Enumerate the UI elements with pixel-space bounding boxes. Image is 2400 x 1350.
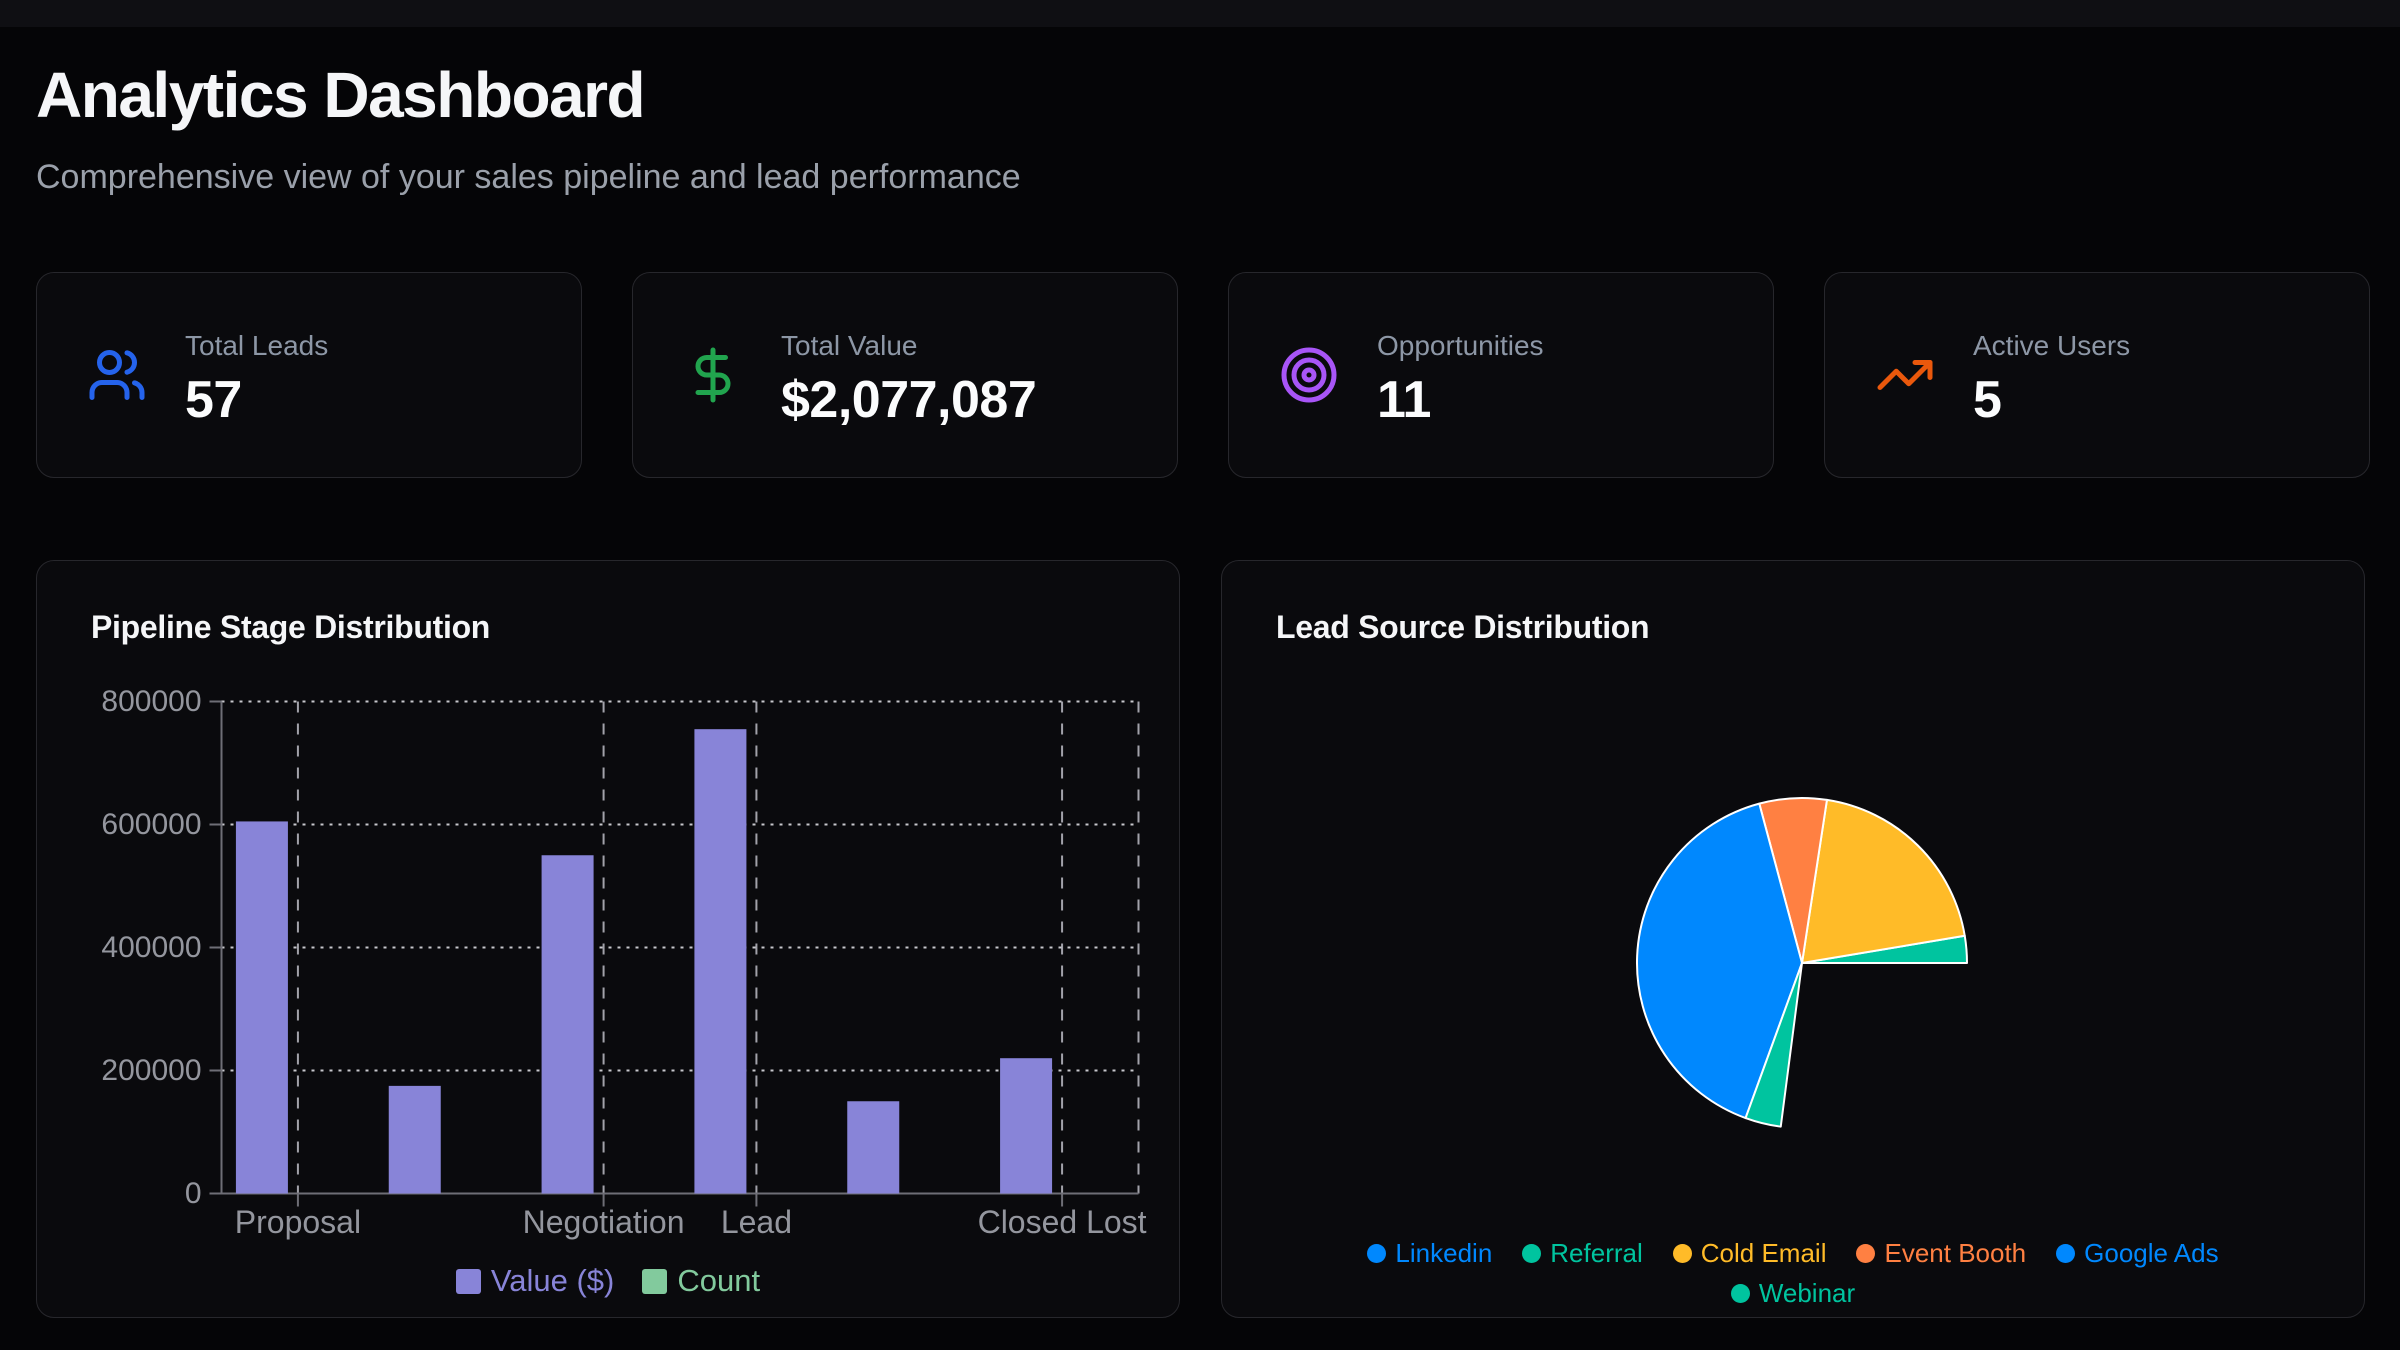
- bar-Lead[interactable]: [694, 729, 747, 1194]
- pie-legend-item-google-ads: Google Ads: [2056, 1237, 2219, 1269]
- legend-label: Linkedin: [1395, 1237, 1493, 1268]
- stat-value: 57: [185, 371, 242, 429]
- stat-value: $2,077,087: [781, 371, 1037, 429]
- target-icon: [1279, 345, 1339, 405]
- stat-card-total-value: Total Value $2,077,087: [632, 272, 1178, 478]
- legend-label: Cold Email: [1700, 1237, 1827, 1268]
- y-axis-tick-label: 400000: [101, 931, 201, 964]
- x-axis-tick-label: Lead: [721, 1204, 792, 1240]
- top-bar: [0, 0, 2400, 27]
- legend-dot: [2056, 1243, 2076, 1263]
- legend-label: Value ($): [490, 1263, 615, 1298]
- users-icon: [87, 345, 147, 405]
- pie-chart-title: Lead Source Distribution: [1276, 609, 1650, 645]
- pie-legend-item-referral: Referral: [1522, 1237, 1643, 1269]
- pie-slice-webinar[interactable]: [1744, 962, 1803, 1128]
- legend-label: Referral: [1550, 1237, 1643, 1268]
- stat-label: Active Users: [1973, 330, 2131, 361]
- y-axis-tick-label: 200000: [101, 1054, 201, 1087]
- stat-label: Total Leads: [185, 330, 329, 361]
- bar-chart-legend: Value ($) Count: [37, 1261, 1179, 1301]
- bar-Closed Lost[interactable]: [1000, 1058, 1053, 1194]
- trending-up-icon: [1875, 345, 1935, 405]
- page-title: Analytics Dashboard: [36, 59, 646, 131]
- stat-card-active-users: Active Users 5: [1824, 272, 2370, 478]
- bar-legend-item: Value ($): [455, 1263, 615, 1299]
- page-subtitle: Comprehensive view of your sales pipelin…: [36, 158, 1021, 196]
- legend-label: Event Booth: [1884, 1237, 2027, 1268]
- legend-label: Google Ads: [2084, 1237, 2219, 1268]
- pie-legend-item-webinar: Webinar: [1730, 1277, 1856, 1309]
- pie-legend-item-event-booth: Event Booth: [1856, 1238, 2026, 1269]
- legend-label: Count: [677, 1263, 761, 1298]
- legend-swatch: [642, 1268, 668, 1294]
- stat-value: 11: [1377, 371, 1431, 429]
- stat-label: Total Value: [781, 330, 918, 361]
- pie-chart-legend: Linkedin Referral Cold Email Event Booth Goo…: [1222, 1233, 2364, 1313]
- pie-legend-item-cold-email: Cold Email: [1672, 1237, 1827, 1269]
- bar-chart-card: Pipeline Stage Distribution 0 200000 40000…: [36, 560, 1180, 1318]
- y-axis-tick-label: 800000: [101, 685, 201, 718]
- legend-dot: [1367, 1243, 1387, 1263]
- legend-dot: [1672, 1243, 1692, 1263]
- pie-legend-row: Linkedin Referral Cold Email Event Booth Goo…: [1222, 1233, 2364, 1273]
- bar-category-5[interactable]: [847, 1101, 900, 1194]
- dollar-sign-icon: [683, 345, 743, 405]
- pie-legend-item-linkedin: Linkedin: [1367, 1238, 1492, 1269]
- bar-Proposal[interactable]: [235, 821, 288, 1194]
- stat-value: 5: [1973, 371, 2002, 429]
- y-axis-tick-label: 0: [185, 1177, 202, 1210]
- legend-dot: [1522, 1243, 1542, 1263]
- x-axis-tick-label: Closed Lost: [978, 1204, 1147, 1240]
- bar-chart-plot: 0 200000 400000 600000 800000 Proposal Negotia…: [101, 685, 1147, 1240]
- legend-swatch: [455, 1268, 481, 1294]
- pie-legend-row: Webinar: [1222, 1273, 2364, 1313]
- stat-card-opportunities: Opportunities 11: [1228, 272, 1774, 478]
- bar-Negotiation[interactable]: [541, 855, 594, 1194]
- pie-slice-cold-email[interactable]: [1801, 798, 1966, 964]
- bar-category-2[interactable]: [388, 1085, 441, 1194]
- y-axis-tick-label: 600000: [101, 808, 201, 841]
- stat-label: Opportunities: [1377, 330, 1544, 361]
- pie-chart-plot: [1636, 797, 1969, 1128]
- stat-card-total-leads: Total Leads 57: [36, 272, 582, 478]
- bar-chart-title: Pipeline Stage Distribution: [91, 609, 491, 645]
- pie-slice-google-ads[interactable]: [1636, 802, 1803, 1120]
- legend-label: Webinar: [1758, 1277, 1856, 1308]
- x-axis-tick-label: Negotiation: [523, 1204, 685, 1240]
- legend-dot: [1856, 1243, 1876, 1263]
- bar-legend-item: Count: [642, 1263, 760, 1299]
- pie-chart-card: Lead Source Distribution Linkedin Referra…: [1221, 560, 2365, 1318]
- x-axis-tick-label: Proposal: [235, 1204, 361, 1240]
- legend-dot: [1730, 1283, 1750, 1303]
